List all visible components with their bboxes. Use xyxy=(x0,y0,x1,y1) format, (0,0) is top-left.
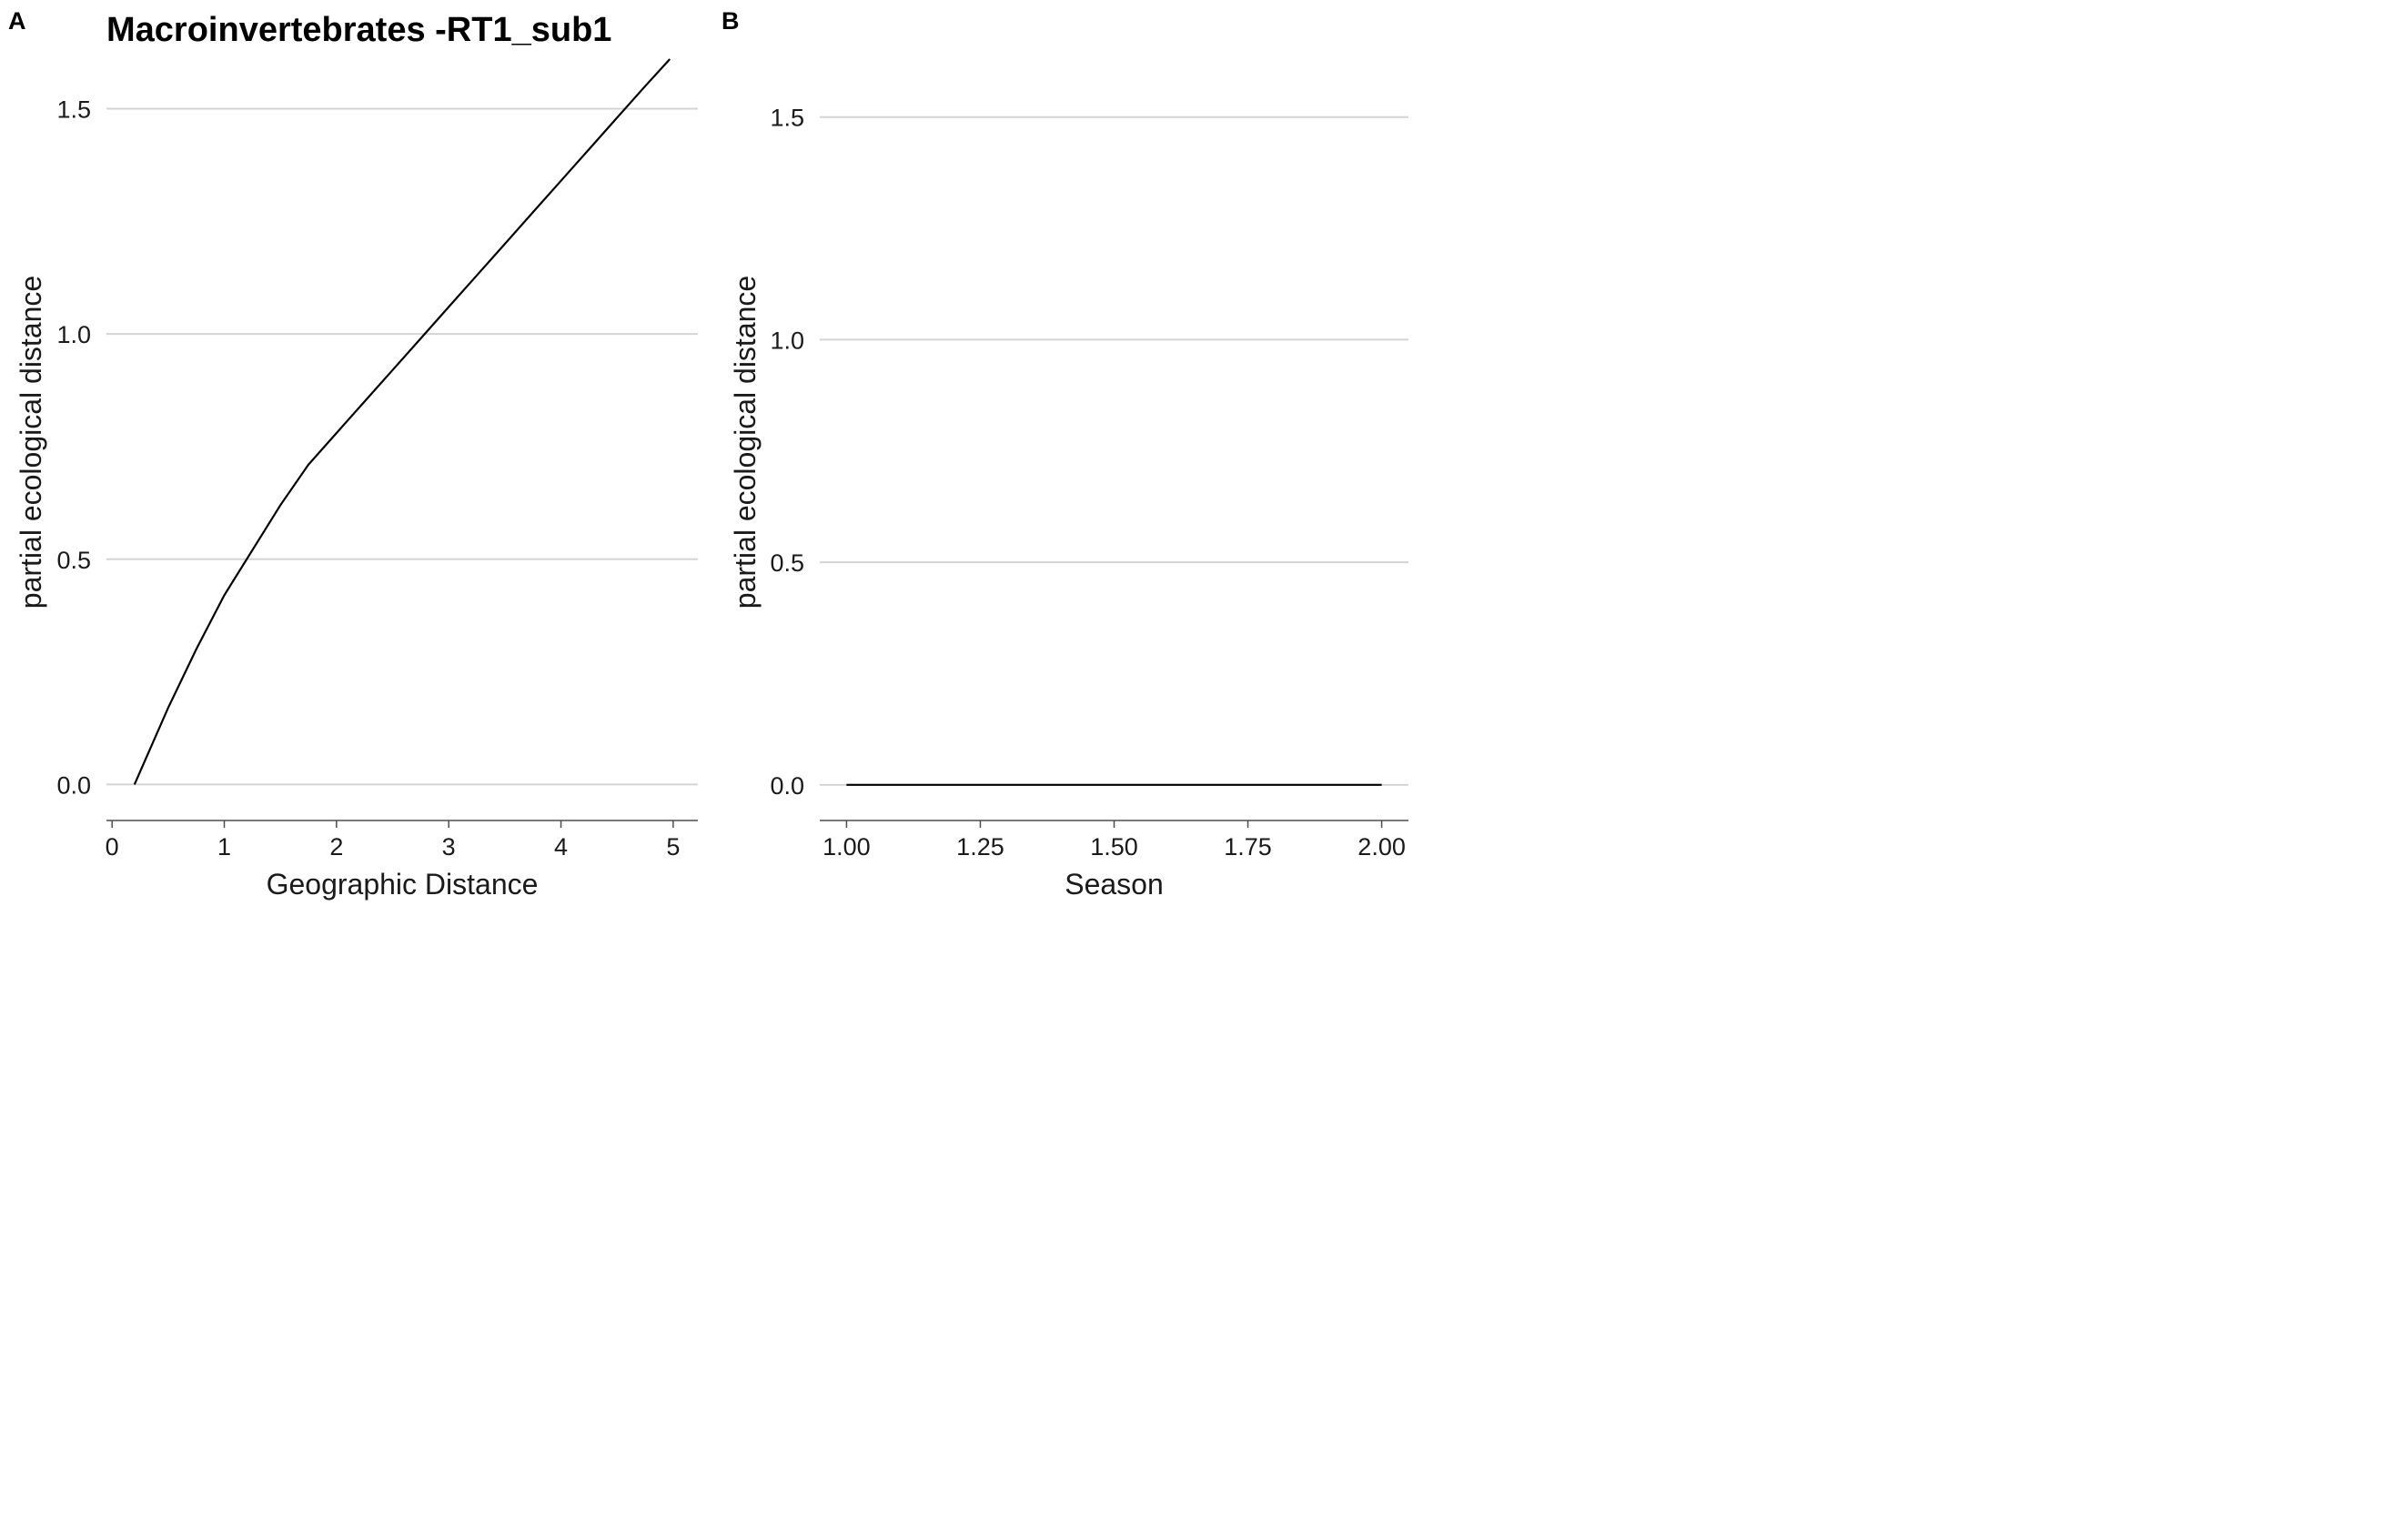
x-tick-label: 1.75 xyxy=(1224,833,1272,861)
x-tick-label: 1.00 xyxy=(823,833,871,861)
y-axis-label: partial ecological distance xyxy=(729,276,762,609)
x-tick-label: 4 xyxy=(554,833,568,861)
y-tick-label: 1.5 xyxy=(770,105,804,132)
x-tick-label: 3 xyxy=(442,833,456,861)
x-axis-label: Geographic Distance xyxy=(267,868,539,901)
x-tick-label: 1.25 xyxy=(956,833,1004,861)
plot-panel-a: 0.0 0.5 1.0 1.5 0 1 2 3 4 5 Geographic Distance par… xyxy=(15,58,698,901)
x-tick-label: 0 xyxy=(106,833,119,861)
x-tick-label: 1.50 xyxy=(1090,833,1138,861)
y-tick-label: 1.0 xyxy=(56,321,91,348)
y-tick-label: 1.5 xyxy=(56,96,91,124)
x-tick-label: 2.00 xyxy=(1357,833,1406,861)
y-tick-label: 1.0 xyxy=(770,327,804,354)
x-tick-label: 2 xyxy=(329,833,343,861)
y-tick-label: 0.5 xyxy=(770,549,804,577)
panel-letter-a: A xyxy=(8,7,26,35)
x-tick-label: 5 xyxy=(666,833,680,861)
x-axis-label: Season xyxy=(1065,868,1164,901)
chart-title: Macroinvertebrates -RT1_sub1 xyxy=(106,11,612,49)
y-tick-label: 0.0 xyxy=(770,772,804,800)
plot-panel-b: 0.0 0.5 1.0 1.5 1.00 1.25 1.50 1.75 2.00 Season pa… xyxy=(729,105,1408,901)
y-tick-label: 0.0 xyxy=(56,771,91,799)
y-tick-label: 0.5 xyxy=(56,547,91,574)
x-tick-label: 1 xyxy=(217,833,231,861)
panel-letter-b: B xyxy=(722,7,740,35)
series-line xyxy=(133,58,671,785)
y-axis-label: partial ecological distance xyxy=(15,276,47,609)
